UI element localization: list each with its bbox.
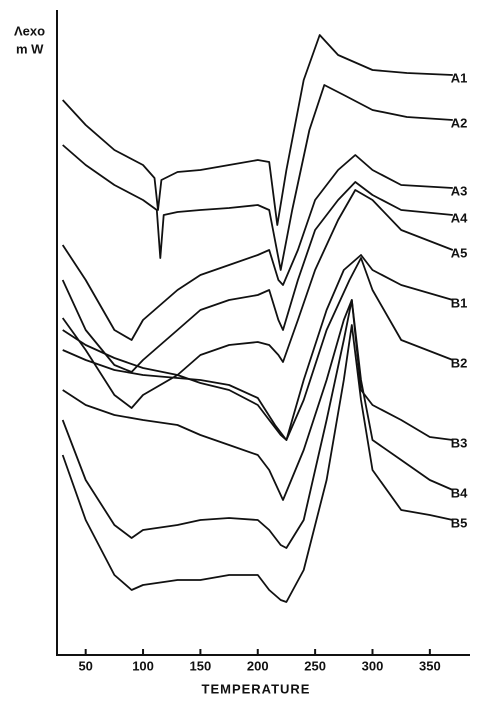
legend-label: B1 [451,295,468,310]
x-tick-label: 250 [304,658,326,673]
curve [62,257,454,441]
y-axis-label: Λexo [14,23,45,38]
legend-label: B4 [451,485,468,500]
curve [61,299,454,549]
legend-label: A5 [451,245,468,260]
curve [62,34,453,226]
legend-label: A3 [451,183,468,198]
x-tick-label: 300 [362,658,384,673]
legend-label: A2 [451,115,468,130]
x-axis-label: TEMPERATURE [202,681,311,696]
legend-label: B3 [451,435,468,450]
legend-label: B2 [451,355,468,370]
x-tick-label: 150 [190,658,212,673]
curve [62,254,454,441]
legend-label: B5 [451,515,468,530]
curve [62,299,453,501]
curve [61,189,454,409]
y-axis-label: m W [16,41,44,56]
axes [56,10,470,656]
x-tick-label: 200 [247,658,269,673]
curve [62,84,453,271]
x-tick-label: 350 [419,658,441,673]
curve [61,154,453,341]
curve [61,324,453,603]
curve [61,181,453,373]
legend-label: A1 [451,70,468,85]
x-tick-label: 50 [78,658,92,673]
legend-label: A4 [451,210,468,225]
x-tick-label: 100 [132,658,154,673]
